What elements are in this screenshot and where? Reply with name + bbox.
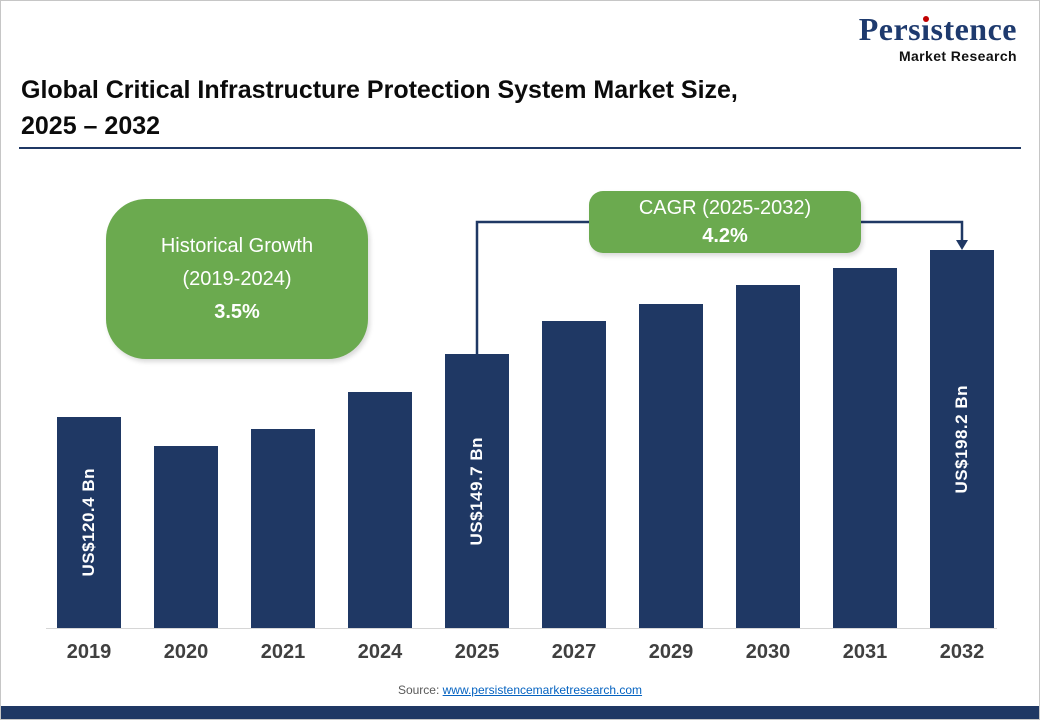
bar-2030 (736, 285, 800, 628)
historical-growth-range: (2019-2024) (182, 267, 292, 290)
year-label-2024: 2024 (357, 641, 403, 663)
historical-growth-callout: Historical Growth (2019-2024) 3.5% (106, 199, 368, 359)
cagr-callout: CAGR (2025-2032) 4.2% (589, 191, 861, 253)
cagr-value: 4.2% (702, 225, 748, 247)
year-label-2032: 2032 (939, 641, 985, 663)
page-title-line1: Global Critical Infrastructure Protectio… (21, 76, 738, 104)
bar-2031 (833, 268, 897, 628)
year-label-2030: 2030 (745, 641, 791, 663)
year-label-2019: 2019 (66, 641, 112, 663)
historical-growth-value: 3.5% (214, 300, 260, 323)
bar-2032: US$198.2 Bn (930, 250, 994, 628)
chart-baseline (46, 628, 997, 629)
bar-2019: US$120.4 Bn (57, 417, 121, 628)
bar-2021 (251, 429, 315, 628)
bar-2020 (154, 446, 218, 628)
logo: Persıstence Market Research (858, 11, 1017, 64)
logo-red-dot-i: ı (921, 11, 931, 47)
historical-growth-title: Historical Growth (160, 234, 314, 257)
year-label-2021: 2021 (260, 641, 306, 663)
page-title: Global Critical Infrastructure Protectio… (21, 73, 738, 144)
year-label-2029: 2029 (648, 641, 694, 663)
bar-2027 (542, 321, 606, 628)
bar-2029 (639, 304, 703, 628)
source-line: Source: www.persistencemarketresearch.co… (1, 683, 1039, 697)
year-label-2027: 2027 (551, 641, 597, 663)
source-label: Source: (397, 683, 440, 697)
bar-2025: US$149.7 Bn (445, 354, 509, 628)
source-link[interactable]: www.persistencemarketresearch.com (442, 683, 643, 697)
year-label-2020: 2020 (163, 641, 209, 663)
page-title-line2: 2025 – 2032 (21, 111, 161, 140)
logo-wordmark: Persıstence (858, 11, 1017, 47)
bar-2024 (348, 392, 412, 628)
year-label-2025: 2025 (454, 641, 500, 663)
title-divider (19, 147, 1021, 149)
cagr-title: CAGR (2025-2032) (638, 197, 812, 219)
logo-tagline: Market Research (898, 47, 1017, 64)
bar-value-label-2025: US$149.7 Bn (467, 436, 486, 546)
bar-value-label-2032: US$198.2 Bn (952, 384, 971, 494)
bar-value-label-2019: US$120.4 Bn (79, 468, 98, 577)
bottom-accent-bar (1, 706, 1039, 719)
year-label-2031: 2031 (842, 641, 888, 663)
